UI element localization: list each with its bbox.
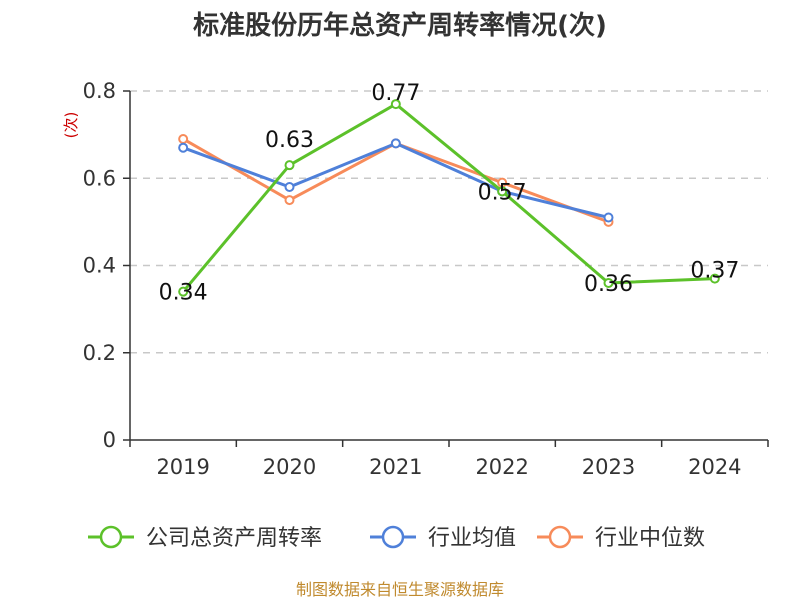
chart-title: 标准股份历年总资产周转率情况(次) <box>193 10 607 41</box>
legend-swatch-marker <box>548 525 572 549</box>
data-label: 0.37 <box>690 259 739 284</box>
axes: 0 0.2 0.4 0.6 0.8 2019 2020 2021 2022 2023 2024 <box>83 79 769 479</box>
y-tick-label: 0.4 <box>83 254 116 278</box>
data-point <box>603 277 614 288</box>
data-point <box>497 186 508 197</box>
x-tick-label: 2020 <box>263 455 316 479</box>
y-axis-label: (次) <box>62 112 80 139</box>
data-label: 0.36 <box>584 272 633 297</box>
data-point <box>178 286 189 297</box>
legend-item-0[interactable]: 公司总资产周转率 <box>88 525 322 551</box>
x-tick-label: 2024 <box>688 455 741 479</box>
legend-item-1[interactable]: 行业均值 <box>370 525 516 551</box>
legend-label: 行业均值 <box>428 526 516 551</box>
source-note: 制图数据来自恒生聚源数据库 <box>296 580 504 599</box>
data-labels: 0.34 0.63 0.77 0.57 0.36 0.37 <box>159 81 740 306</box>
data-point <box>390 138 401 149</box>
legend-item-2[interactable]: 行业中位数 <box>537 525 705 551</box>
legend-swatch-marker <box>381 525 405 549</box>
data-point <box>284 195 295 206</box>
data-point <box>178 133 189 144</box>
series-line <box>182 137 610 224</box>
y-tick-label: 0.6 <box>83 166 116 190</box>
grid-lines <box>130 90 768 354</box>
series-0 <box>178 99 720 297</box>
legend[interactable]: 公司总资产周转率 行业均值 行业中位数 <box>88 525 705 551</box>
x-tick-label: 2023 <box>582 455 635 479</box>
series-lines <box>178 99 720 297</box>
y-tick-label: 0.8 <box>83 79 116 103</box>
legend-label: 行业中位数 <box>595 526 705 551</box>
series-2 <box>178 133 614 227</box>
data-point <box>390 99 401 110</box>
data-label: 0.63 <box>265 128 314 153</box>
series-line <box>182 141 609 219</box>
data-label: 0.57 <box>478 180 527 205</box>
data-point <box>603 212 614 223</box>
x-tick-label: 2022 <box>475 455 528 479</box>
x-tick-label: 2019 <box>156 455 209 479</box>
y-tick-label: 0.2 <box>83 341 116 365</box>
series-line <box>182 102 715 293</box>
data-point <box>178 142 189 153</box>
data-label: 0.34 <box>159 281 208 306</box>
legend-swatch-marker <box>99 525 123 549</box>
series-1 <box>178 138 614 223</box>
y-tick-label: 0 <box>103 428 116 452</box>
data-point <box>284 160 295 171</box>
x-tick-label: 2021 <box>369 455 422 479</box>
data-point <box>284 181 295 192</box>
data-label: 0.77 <box>371 81 420 106</box>
data-point <box>709 273 720 284</box>
legend-label: 公司总资产周转率 <box>146 526 322 551</box>
